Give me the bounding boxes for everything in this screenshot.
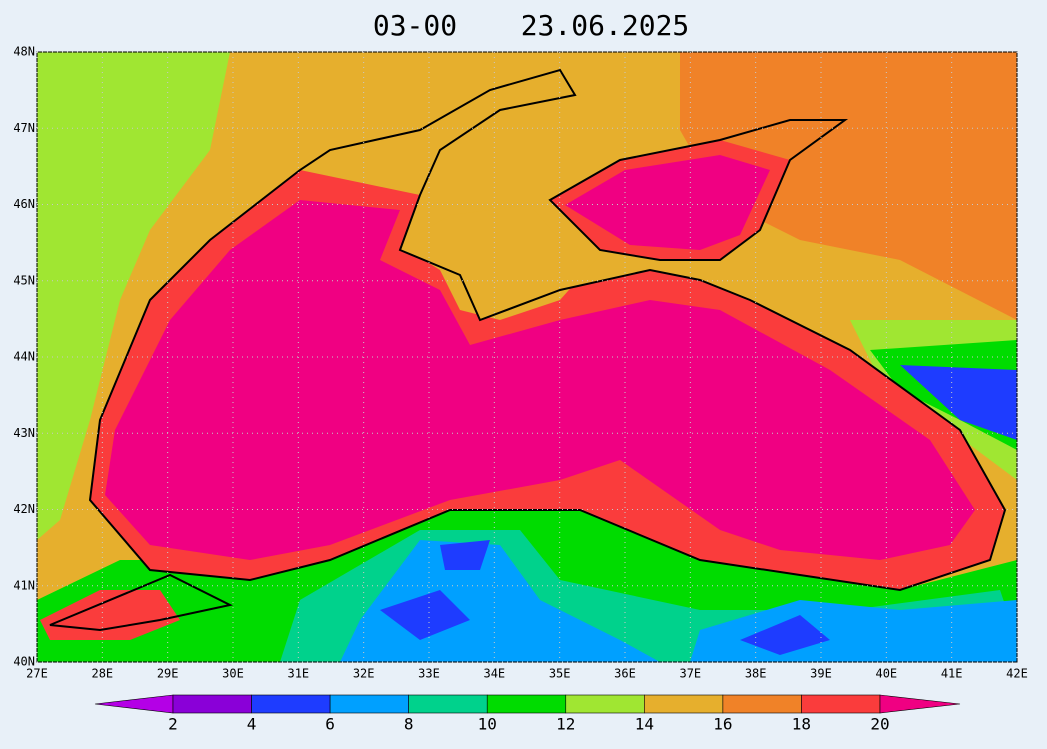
lon-tick-label: 34E [483, 667, 505, 681]
lat-tick-label: 41N [13, 578, 35, 592]
lon-tick-label: 33E [418, 667, 440, 681]
lon-tick-label: 41E [941, 667, 963, 681]
colorbar-label: 16 [713, 715, 732, 734]
colorbar-segment [722, 694, 802, 714]
lon-tick-label: 32E [353, 667, 375, 681]
field [37, 52, 1017, 662]
lon-tick-label: 31E [287, 667, 309, 681]
lat-tick-label: 48N [13, 45, 35, 59]
lon-tick-label: 37E [679, 667, 701, 681]
colorbar-segment [565, 694, 645, 714]
lon-tick-label: 35E [549, 667, 571, 681]
colorbar-segment [329, 694, 409, 714]
lat-tick-label: 40N [13, 655, 35, 669]
lon-tick-label: 36E [614, 667, 636, 681]
date-title: 23.06.2025 [521, 9, 690, 42]
time-title: 03-00 [373, 9, 457, 42]
colorbar-segment [251, 694, 331, 714]
graticule: 27E 28E 29E 30E 31E 32E 33E 34E 35E 36E 37E 38E 39E 4… [13, 45, 1028, 681]
colorbar: 2 4 6 8 10 12 14 16 18 20 [94, 694, 961, 734]
colorbar-label: 20 [870, 715, 889, 734]
colorbar-low-arrow [94, 694, 174, 714]
sea-magenta [105, 200, 975, 560]
colorbar-label: 12 [556, 715, 575, 734]
crimea [400, 205, 600, 320]
lat-tick-label: 44N [13, 350, 35, 364]
lon-tick-label: 30E [222, 667, 244, 681]
colorbar-label: 2 [168, 715, 178, 734]
lat-tick-label: 47N [13, 121, 35, 135]
lat-tick-label: 43N [13, 426, 35, 440]
colorbar-segment [172, 694, 252, 714]
lat-tick-label: 42N [13, 502, 35, 516]
lon-tick-label: 27E [26, 667, 48, 681]
azov-magenta [565, 155, 770, 250]
colorbar-label: 10 [478, 715, 497, 734]
land-orange [680, 52, 1017, 320]
colorbar-high-arrow [879, 694, 961, 714]
south-blue [380, 540, 830, 655]
lat-tick-label: 46N [13, 197, 35, 211]
colorbar-label: 6 [325, 715, 335, 734]
east-blue [900, 365, 1017, 440]
colorbar-label: 14 [635, 715, 654, 734]
colorbar-segment [801, 694, 881, 714]
lon-tick-label: 40E [875, 667, 897, 681]
lon-tick-label: 38E [745, 667, 767, 681]
colorbar-segment [644, 694, 724, 714]
lat-tick-label: 45N [13, 273, 35, 287]
lon-tick-label: 29E [157, 667, 179, 681]
lon-tick-label: 28E [91, 667, 113, 681]
land-green [37, 52, 230, 540]
colorbar-segment [486, 694, 567, 714]
colorbar-label: 18 [792, 715, 811, 734]
coastline [49, 68, 1007, 632]
colorbar-label: 8 [404, 715, 414, 734]
lon-tick-label: 39E [810, 667, 832, 681]
colorbar-label: 4 [247, 715, 257, 734]
lon-tick-label: 42E [1006, 667, 1028, 681]
colorbar-segment [408, 694, 488, 714]
